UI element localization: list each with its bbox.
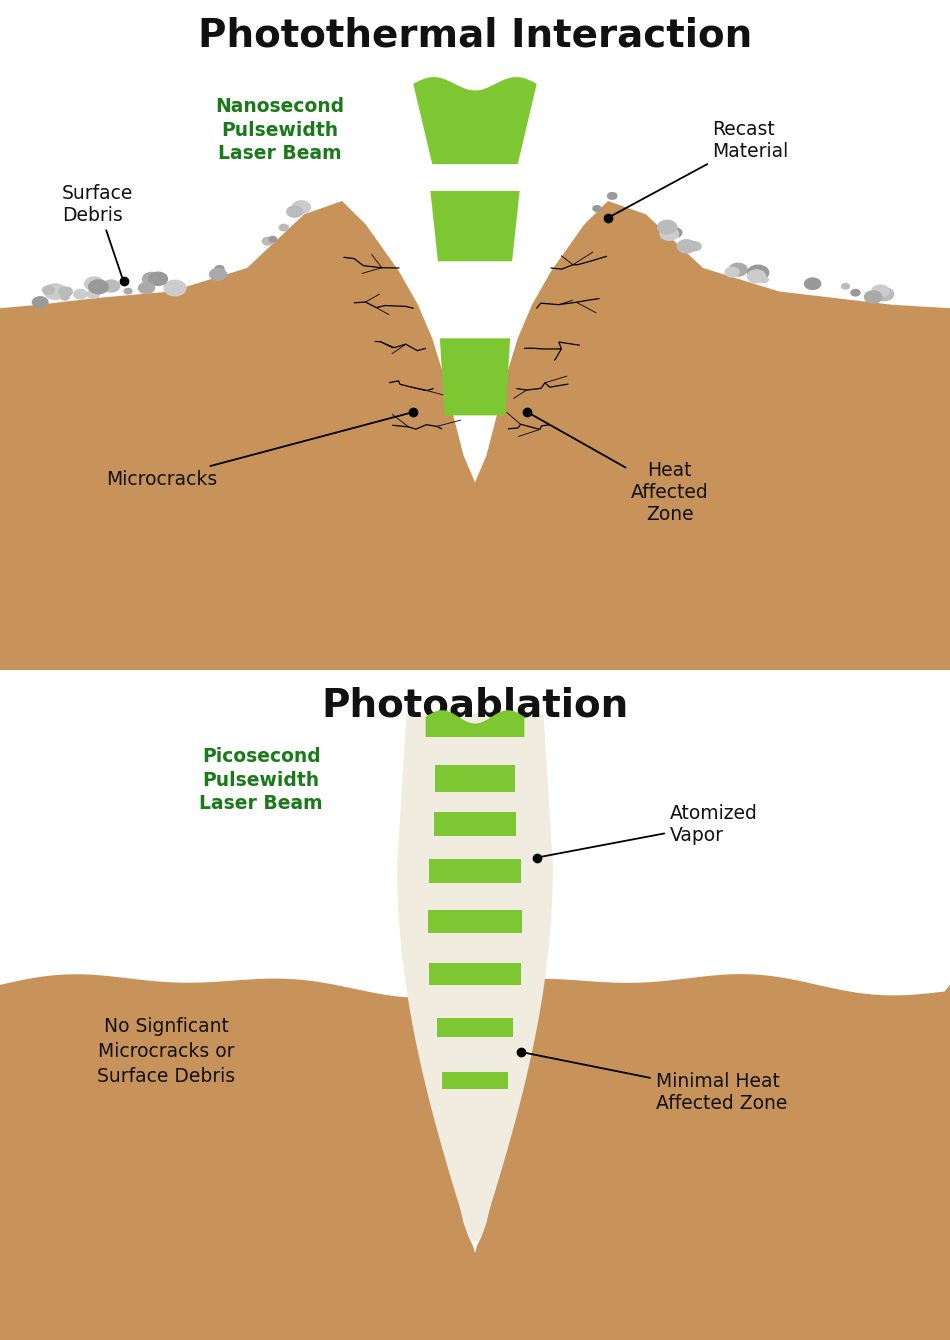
Circle shape <box>725 267 739 277</box>
Circle shape <box>210 268 226 280</box>
Circle shape <box>61 295 69 300</box>
Text: Surface
Debris: Surface Debris <box>62 184 133 279</box>
Text: Microcracks: Microcracks <box>105 413 410 489</box>
Circle shape <box>87 289 100 299</box>
Polygon shape <box>0 670 950 1340</box>
Polygon shape <box>397 713 553 1257</box>
Circle shape <box>45 284 66 299</box>
Polygon shape <box>440 339 510 415</box>
Text: Photoablation: Photoablation <box>321 686 629 725</box>
Text: Photothermal Interaction: Photothermal Interaction <box>198 16 752 55</box>
Polygon shape <box>426 710 524 737</box>
Text: Recast
Material: Recast Material <box>611 121 788 217</box>
Circle shape <box>269 237 276 243</box>
Circle shape <box>805 277 821 289</box>
Polygon shape <box>442 1072 508 1088</box>
Circle shape <box>677 240 695 253</box>
Circle shape <box>88 280 108 293</box>
Polygon shape <box>0 0 950 670</box>
Polygon shape <box>437 1018 513 1037</box>
Text: No Signficant
Microcracks or
Surface Debris: No Signficant Microcracks or Surface Deb… <box>97 1017 236 1087</box>
Circle shape <box>103 280 120 292</box>
Circle shape <box>164 280 186 296</box>
Circle shape <box>748 269 766 283</box>
Circle shape <box>142 272 162 285</box>
Text: Picosecond
Pulsewidth
Laser Beam: Picosecond Pulsewidth Laser Beam <box>200 746 323 813</box>
Text: Nanosecond
Pulsewidth
Laser Beam: Nanosecond Pulsewidth Laser Beam <box>216 98 345 163</box>
Circle shape <box>74 289 87 299</box>
Circle shape <box>32 296 48 308</box>
Polygon shape <box>0 201 950 670</box>
Circle shape <box>748 265 769 280</box>
Text: Atomized
Vapor: Atomized Vapor <box>540 804 758 858</box>
Circle shape <box>287 206 303 217</box>
Polygon shape <box>428 910 522 933</box>
Circle shape <box>262 237 273 245</box>
Circle shape <box>660 228 678 240</box>
Polygon shape <box>430 192 520 261</box>
Circle shape <box>608 193 617 200</box>
Circle shape <box>842 284 849 289</box>
Polygon shape <box>429 859 521 883</box>
Circle shape <box>124 288 132 293</box>
Polygon shape <box>429 962 521 985</box>
Circle shape <box>59 287 72 296</box>
Circle shape <box>293 201 311 214</box>
Circle shape <box>215 265 224 272</box>
Circle shape <box>760 276 769 283</box>
Circle shape <box>279 224 288 230</box>
Circle shape <box>139 283 155 293</box>
Circle shape <box>729 263 747 276</box>
Circle shape <box>593 205 601 212</box>
Circle shape <box>149 272 167 285</box>
Circle shape <box>85 277 104 291</box>
Circle shape <box>43 285 54 293</box>
Circle shape <box>851 289 860 296</box>
Text: Minimal Heat
Affected Zone: Minimal Heat Affected Zone <box>523 1052 787 1112</box>
Circle shape <box>872 285 889 297</box>
Circle shape <box>864 291 882 303</box>
Circle shape <box>657 220 676 233</box>
Circle shape <box>876 288 894 300</box>
Polygon shape <box>435 765 515 792</box>
Polygon shape <box>0 974 950 1340</box>
Circle shape <box>689 243 701 251</box>
Polygon shape <box>413 78 537 165</box>
Circle shape <box>669 228 682 237</box>
Polygon shape <box>434 812 516 836</box>
Text: Heat
Affected
Zone: Heat Affected Zone <box>530 414 709 524</box>
